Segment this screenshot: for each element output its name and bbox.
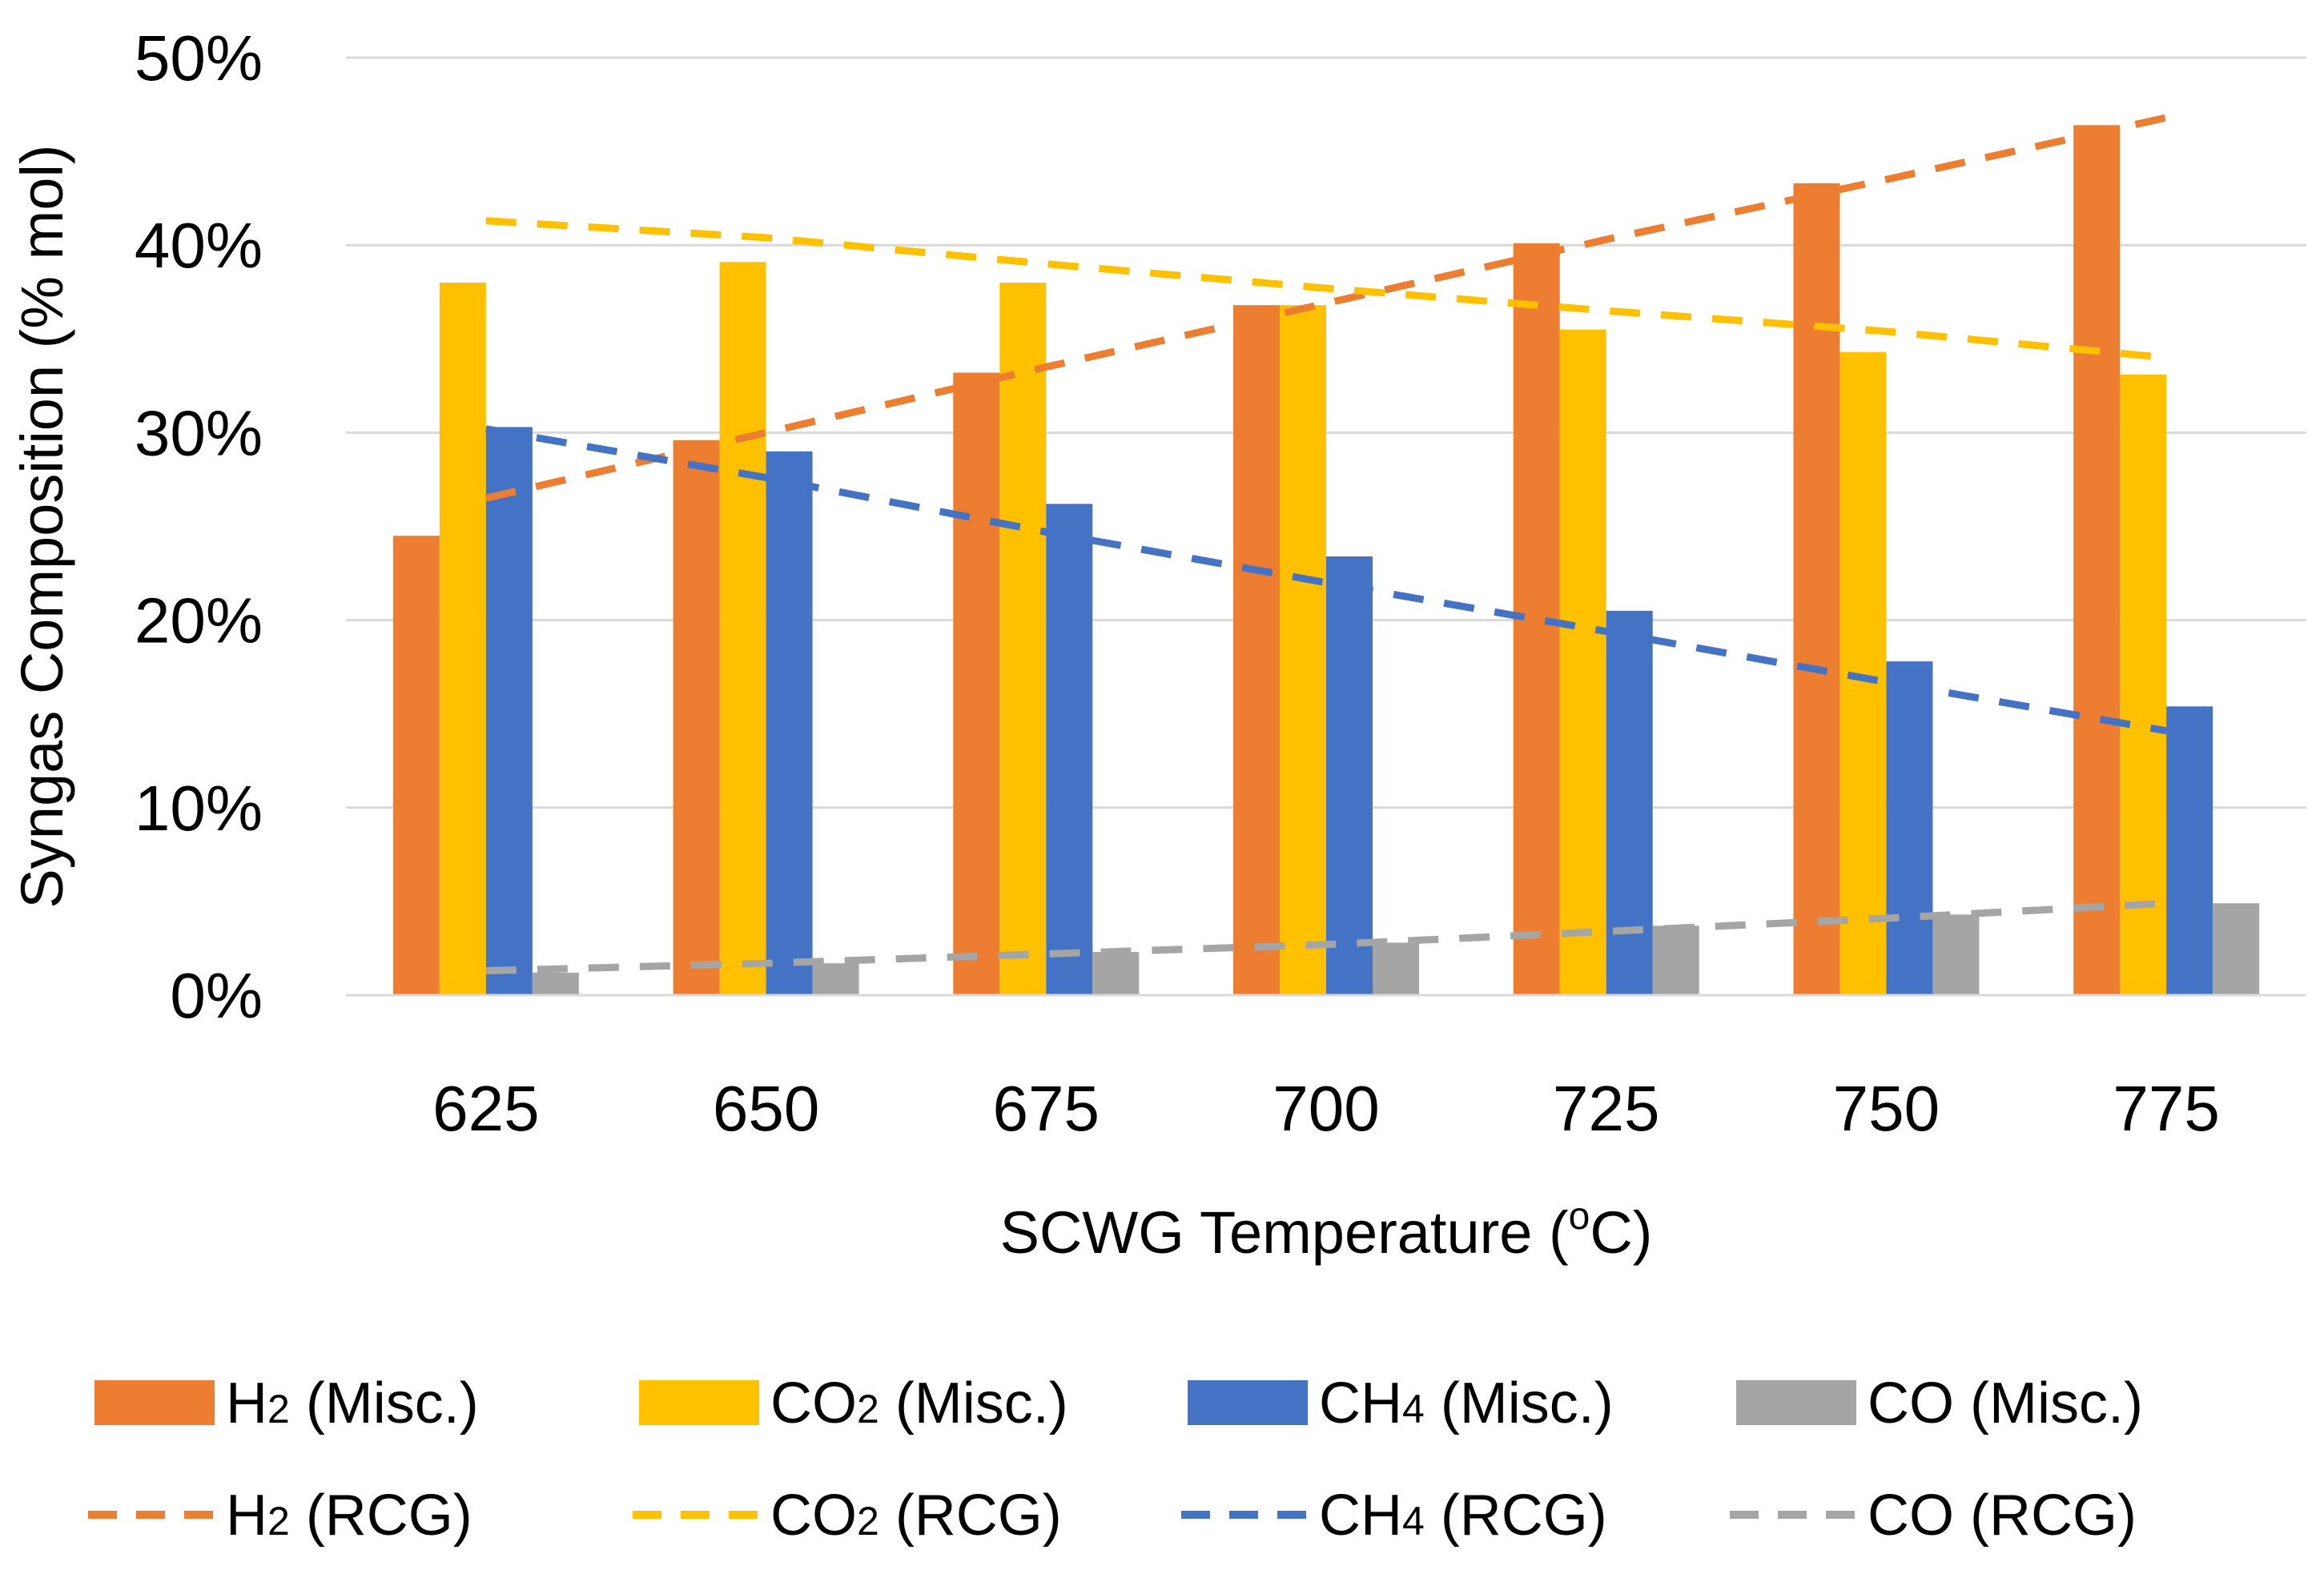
bar-h2-misc-750 <box>1793 183 1840 995</box>
legend-swatch <box>1188 1380 1308 1425</box>
legend-item: CH4 (RCG) <box>1181 1484 1607 1548</box>
bar-co-misc-725 <box>1652 926 1699 995</box>
legend-swatch <box>1736 1380 1856 1425</box>
bar-h2-misc-700 <box>1233 305 1280 995</box>
legend-label: CH4 (RCG) <box>1319 1484 1607 1548</box>
bar-co-misc-700 <box>1373 942 1419 995</box>
y-tick-label: 10% <box>135 773 263 844</box>
x-tick-label: 675 <box>993 1073 1100 1144</box>
bar-series <box>392 125 2260 996</box>
bar-h2-misc-625 <box>392 536 440 995</box>
y-tick-label: 0% <box>170 960 263 1031</box>
bar-h2-misc-675 <box>953 372 1000 995</box>
legend-label: CO2 (RCG) <box>770 1484 1062 1548</box>
line-ch4-rcg <box>485 425 2167 735</box>
bar-ch4-misc-775 <box>2166 706 2213 995</box>
legend-item: CO2 (Misc.) <box>639 1371 1068 1435</box>
y-tick-label: 50% <box>135 22 263 94</box>
legend-label: CO (Misc.) <box>1868 1371 2143 1435</box>
x-tick-label: 650 <box>713 1073 819 1144</box>
line-co2-rcg <box>485 217 2167 362</box>
legend-item: H2 (RCG) <box>88 1484 472 1548</box>
bar-ch4-misc-750 <box>1886 661 1933 995</box>
bar-h2-misc-775 <box>2073 125 2121 995</box>
bar-co-misc-675 <box>1092 952 1140 995</box>
bar-ch4-misc-650 <box>766 451 813 995</box>
line-h2-rcg <box>485 114 2168 502</box>
bar-ch4-misc-675 <box>1046 504 1093 995</box>
trend-lines <box>485 114 2168 975</box>
bar-co2-misc-650 <box>719 262 766 995</box>
y-axis-title: Syngas Composition (% mol) <box>9 144 75 908</box>
x-tick-label: 750 <box>1833 1073 1940 1144</box>
x-tick-label: 700 <box>1273 1073 1379 1144</box>
bar-co2-misc-625 <box>439 283 486 995</box>
y-tick-label: 20% <box>135 585 263 657</box>
x-tick-label: 725 <box>1553 1073 1659 1144</box>
bar-ch4-misc-725 <box>1606 610 1653 995</box>
legend-label: CH4 (Misc.) <box>1319 1371 1614 1435</box>
x-axis-title: SCWG Temperature (oC) <box>1000 1195 1653 1266</box>
legend-item: CH4 (Misc.) <box>1188 1371 1614 1435</box>
axes: 0% 10% 20% 30% 40% 50% 625 650 675 700 725 750 775 SC… <box>9 22 2306 1266</box>
bar-co2-misc-775 <box>2120 374 2167 996</box>
legend-swatch <box>94 1380 215 1425</box>
legend-item: CO (Misc.) <box>1736 1371 2143 1435</box>
y-tick-label: 40% <box>135 210 263 281</box>
legend-item: CO (RCG) <box>1730 1484 2137 1548</box>
bar-co2-misc-700 <box>1280 305 1326 995</box>
bar-co-misc-650 <box>812 963 859 995</box>
bar-co-misc-775 <box>2213 903 2260 995</box>
line-co-rcg <box>485 899 2167 975</box>
bar-ch4-misc-625 <box>485 427 533 995</box>
legend-label: H2 (Misc.) <box>226 1371 479 1435</box>
bar-co2-misc-725 <box>1559 329 1606 996</box>
bar-co2-misc-750 <box>1839 351 1887 996</box>
bar-ch4-misc-700 <box>1326 556 1373 995</box>
legend-label: CO (RCG) <box>1868 1484 2137 1548</box>
legend-label: H2 (RCG) <box>226 1484 472 1548</box>
bar-co-misc-750 <box>1932 914 1980 995</box>
x-tick-label: 625 <box>432 1073 539 1144</box>
y-tick-label: 30% <box>135 397 263 468</box>
legend-item: CO2 (RCG) <box>633 1484 1062 1548</box>
legend-item: H2 (Misc.) <box>94 1371 479 1435</box>
bar-co2-misc-675 <box>999 283 1047 995</box>
bar-co-misc-625 <box>532 972 579 995</box>
legend: H2 (Misc.) CO2 (Misc.) CH4 (Misc.) CO (Misc… <box>88 1371 2143 1548</box>
x-tick-label: 775 <box>2113 1073 2219 1144</box>
legend-swatch <box>639 1380 759 1425</box>
bar-h2-misc-650 <box>673 440 720 995</box>
legend-label: CO2 (Misc.) <box>770 1371 1068 1435</box>
